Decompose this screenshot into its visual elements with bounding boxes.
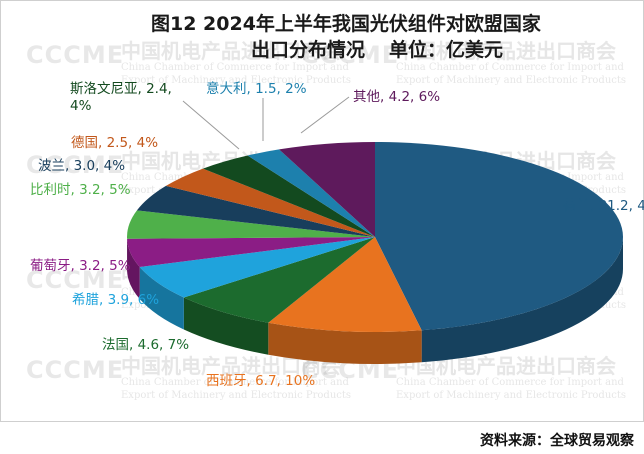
pie-side-荷兰	[421, 237, 623, 363]
chart-title-line2: 出口分布情况 单位：亿美元	[251, 35, 503, 62]
data-label-法国: 法国, 4.6, 7%	[102, 337, 190, 353]
data-label-比利时: 比利时, 3.2, 5%	[30, 182, 131, 198]
data-label-德国: 德国, 2.5, 4%	[71, 135, 159, 151]
chart-subtitle: 出口分布情况	[251, 39, 366, 61]
chart-title-line1: 图12 2024年上半年我国光伏组件对欧盟国家	[151, 13, 541, 35]
pie-side-西班牙	[268, 322, 422, 364]
pie-slice-比利时	[127, 210, 376, 239]
pie-slice-希腊	[139, 237, 375, 298]
pie-slice-波兰	[136, 185, 375, 237]
chart-unit: 单位：亿美元	[389, 39, 504, 61]
data-label-葡萄牙: 葡萄牙, 3.2, 5%	[30, 258, 131, 274]
pie-side-希腊	[139, 267, 184, 330]
pie-slice-法国	[183, 237, 375, 323]
data-label-其他: 其他, 4.2, 6%	[353, 89, 441, 105]
data-label-斯洛文尼亚: 斯洛文尼亚, 2.4, 4%	[70, 81, 172, 115]
pie-slice-荷兰	[375, 142, 623, 331]
pie-slice-斯洛文尼亚	[202, 155, 375, 237]
data-label-意大利: 意大利, 1.5, 2%	[206, 81, 307, 97]
pie-side-法国	[183, 297, 269, 355]
leader-line-斯洛文尼亚	[182, 100, 240, 150]
pie-top-faces	[127, 142, 623, 332]
chart-frame: CCCME 中国机电产品进出口商会 China Chamber of Commerc…	[0, 0, 644, 422]
data-label-西班牙: 西班牙, 6.7, 10%	[206, 373, 316, 389]
pie-slice-德国	[165, 168, 375, 237]
pie-slice-葡萄牙	[127, 237, 376, 268]
data-label-波兰: 波兰, 3.0, 4%	[38, 158, 126, 174]
data-label-希腊: 希腊, 3.9, 6%	[72, 292, 160, 308]
data-label-line: 斯洛文尼亚, 2.4,	[70, 81, 172, 97]
pie-slice-意大利	[247, 149, 375, 237]
leader-line-其他	[300, 96, 350, 134]
pie-side-葡萄牙	[127, 238, 140, 300]
data-label-line: 4%	[70, 98, 92, 114]
pie-side-walls	[127, 237, 623, 364]
pie-slice-西班牙	[268, 237, 422, 332]
pie-chart	[127, 96, 623, 364]
pie-slice-其他	[279, 142, 375, 237]
data-label-荷兰: 荷兰, 31.2, 47%	[563, 198, 644, 214]
source-note: 资料来源：全球贸易观察	[480, 433, 634, 449]
